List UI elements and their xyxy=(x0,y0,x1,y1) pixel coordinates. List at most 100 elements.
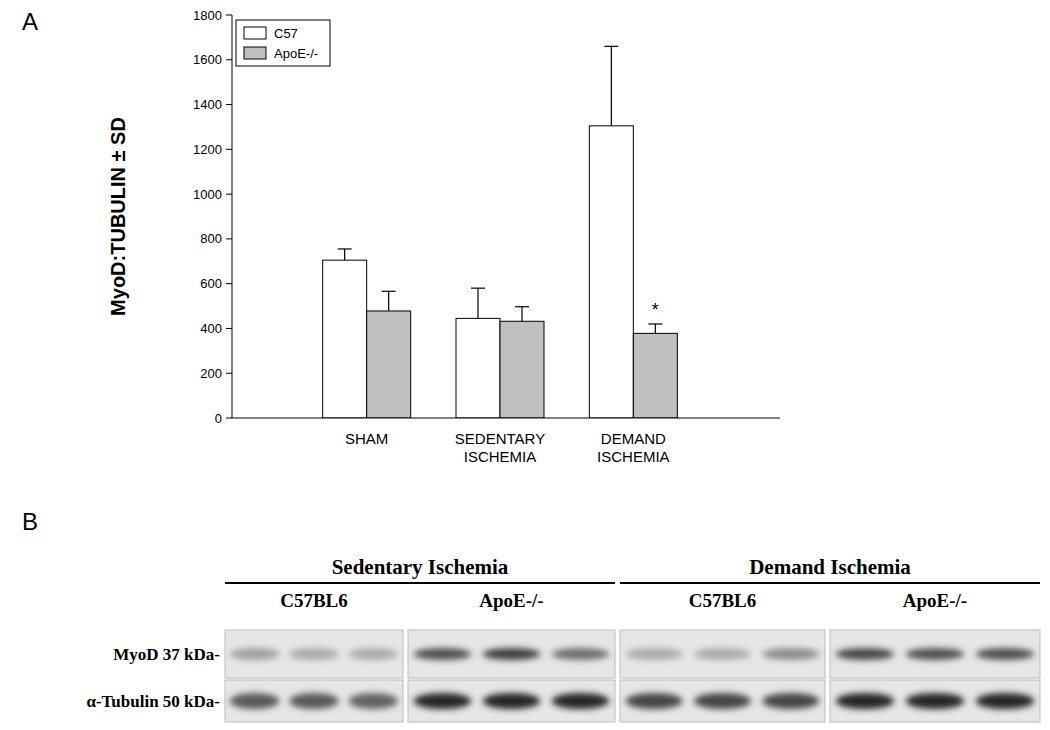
x-axis xyxy=(232,418,780,419)
blot: Sedentary Ischemia C57BL6 ApoE-/- Demand Is… xyxy=(86,555,1040,722)
annotation: * xyxy=(652,300,659,320)
blot-band xyxy=(230,693,280,709)
x-tick-line: ISCHEMIA xyxy=(464,448,537,465)
error-cap xyxy=(382,291,396,292)
blot-strip xyxy=(225,630,403,678)
x-tick-line: ISCHEMIA xyxy=(597,448,670,465)
error-cap xyxy=(471,288,485,289)
blot-band xyxy=(694,693,751,709)
error-cap xyxy=(604,46,618,47)
blot-band xyxy=(694,648,751,660)
blot-band xyxy=(230,648,280,660)
blot-band xyxy=(552,648,610,660)
error-bar xyxy=(515,307,529,322)
blot-strip xyxy=(620,630,825,678)
x-tick-label: SEDENTARYISCHEMIA xyxy=(455,430,545,465)
blot-band xyxy=(289,648,339,660)
blot-band xyxy=(289,693,339,709)
blot-strip xyxy=(408,680,615,722)
bar xyxy=(589,126,633,418)
blot-band xyxy=(552,693,610,709)
y-tick xyxy=(226,194,232,195)
bar xyxy=(500,321,544,418)
blot-band xyxy=(414,648,472,660)
bar xyxy=(633,333,677,418)
y-tick-label: 0 xyxy=(215,411,222,426)
blot-strip xyxy=(830,630,1040,678)
y-tick-label: 1600 xyxy=(193,52,222,67)
blot-strip xyxy=(408,630,615,678)
blot-band xyxy=(836,693,895,709)
error-cap xyxy=(338,248,352,249)
y-tick xyxy=(226,149,232,150)
blot-group-title: Demand Ischemia xyxy=(749,555,911,579)
panel-label: B xyxy=(22,508,38,535)
error-line xyxy=(521,307,522,322)
y-tick xyxy=(226,59,232,60)
blot-band xyxy=(483,693,541,709)
legend: C57 ApoE-/- xyxy=(236,20,330,66)
blot-band xyxy=(762,693,819,709)
y-tick-label: 400 xyxy=(200,321,222,336)
blot-row-label: α-Tubulin 50 kDa- xyxy=(86,692,220,711)
legend-box xyxy=(236,20,330,66)
chart: 020040060080010001200140016001800SHAMSED… xyxy=(107,8,780,466)
blot-strain-label: ApoE-/- xyxy=(903,590,967,611)
error-bar xyxy=(382,291,396,311)
error-bar xyxy=(338,249,352,260)
blot-band xyxy=(414,693,472,709)
blot-strip xyxy=(830,680,1040,722)
blot-band xyxy=(836,648,895,660)
blot-band xyxy=(976,648,1035,660)
error-bar xyxy=(604,46,618,125)
error-line xyxy=(655,324,656,333)
panel-label: A xyxy=(22,8,38,35)
error-line xyxy=(477,288,478,318)
y-tick-label: 800 xyxy=(200,231,222,246)
y-tick-label: 1400 xyxy=(193,97,222,112)
y-tick xyxy=(226,238,232,239)
blot-group-rule xyxy=(620,582,1040,584)
blot-strain-label: ApoE-/- xyxy=(479,590,543,611)
y-tick-label: 1000 xyxy=(193,187,222,202)
blot-strain-label: C57BL6 xyxy=(689,590,757,611)
x-tick-label: SHAM xyxy=(345,430,388,447)
blot-band xyxy=(976,693,1035,709)
x-tick-line: SEDENTARY xyxy=(455,430,545,447)
y-tick xyxy=(226,283,232,284)
blot-strip xyxy=(225,680,403,722)
blot-group-rule xyxy=(225,582,615,584)
error-bar xyxy=(471,288,485,318)
legend-label: ApoE-/- xyxy=(274,46,318,61)
bar xyxy=(323,260,367,418)
error-cap xyxy=(515,306,529,307)
legend-label: C57 xyxy=(274,26,298,41)
blot-band xyxy=(906,648,965,660)
y-axis xyxy=(232,15,233,418)
blot-band xyxy=(625,648,682,660)
figure: AB020040060080010001200140016001800SHAMS… xyxy=(0,0,1050,730)
bar xyxy=(456,318,500,418)
blot-band xyxy=(348,648,398,660)
blot-strain-label: C57BL6 xyxy=(280,590,348,611)
blot-band xyxy=(906,693,965,709)
legend-swatch xyxy=(244,27,266,39)
blot-band xyxy=(625,693,682,709)
y-tick-label: 1800 xyxy=(193,8,222,23)
legend-swatch xyxy=(244,47,266,59)
blot-strip xyxy=(620,680,825,722)
y-tick-label: 1200 xyxy=(193,142,222,157)
y-tick xyxy=(226,15,232,16)
y-tick xyxy=(226,373,232,374)
x-tick-line: DEMAND xyxy=(601,430,666,447)
y-tick xyxy=(226,104,232,105)
y-tick-label: 200 xyxy=(200,366,222,381)
y-tick xyxy=(226,418,232,419)
error-line xyxy=(388,291,389,311)
blot-band xyxy=(483,648,541,660)
error-line xyxy=(344,249,345,260)
y-tick xyxy=(226,328,232,329)
bar xyxy=(367,311,411,418)
blot-group-title: Sedentary Ischemia xyxy=(332,555,509,579)
y-axis-label: MyoD:TUBULIN ± SD xyxy=(107,117,129,316)
